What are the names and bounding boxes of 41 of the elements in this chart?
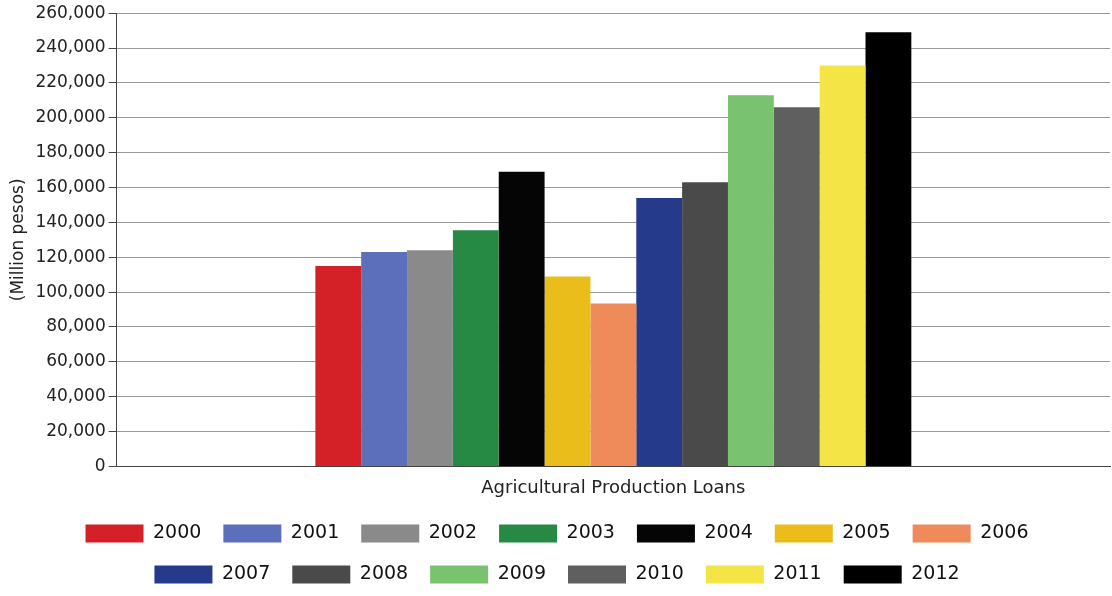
bar [315,265,362,466]
legend-label: 2003 [566,520,615,543]
bar [773,107,820,466]
y-tick-label: 60,000 [46,350,106,371]
y-tick-label: 180,000 [35,141,106,162]
legend-label: 2000 [153,520,202,543]
bar [727,95,774,466]
bar [865,32,912,466]
bar [819,65,866,466]
bar [407,250,453,466]
y-tick-label: 80,000 [46,315,106,336]
bar [636,197,683,466]
bar [361,252,408,466]
y-tick-label: 0 [94,454,106,475]
legend-label: 2012 [911,561,960,584]
legend-label: 2006 [980,520,1029,543]
y-tick-label: 140,000 [35,210,106,231]
bar [544,276,591,466]
bar [452,230,499,466]
bar [498,171,545,466]
legend-label: 2007 [221,561,271,584]
legend-label: 2011 [773,561,822,584]
legend-label: 2010 [635,561,684,584]
y-axis-title: (Million pesos) [6,178,27,302]
y-tick-label: 240,000 [35,36,106,57]
y-tick-label: 160,000 [35,175,106,196]
legend-label: 2008 [359,561,409,584]
legend-label: 2002 [428,520,478,543]
y-tick-label: 120,000 [35,245,106,266]
y-tick-label: 200,000 [35,106,106,127]
legend-label: 2001 [290,520,340,543]
bar [590,303,637,466]
y-tick-label: 40,000 [46,385,106,406]
y-tick-label: 20,000 [46,419,106,440]
legend-label: 2004 [704,520,753,543]
y-tick-label: 220,000 [35,71,106,92]
y-tick-label: 260,000 [35,1,106,22]
legend-label: 2005 [842,520,891,543]
legend-label: 2009 [497,561,547,584]
y-tick-label: 100,000 [35,280,106,301]
x-tick-label: Agricultural Production Loans [481,475,746,497]
